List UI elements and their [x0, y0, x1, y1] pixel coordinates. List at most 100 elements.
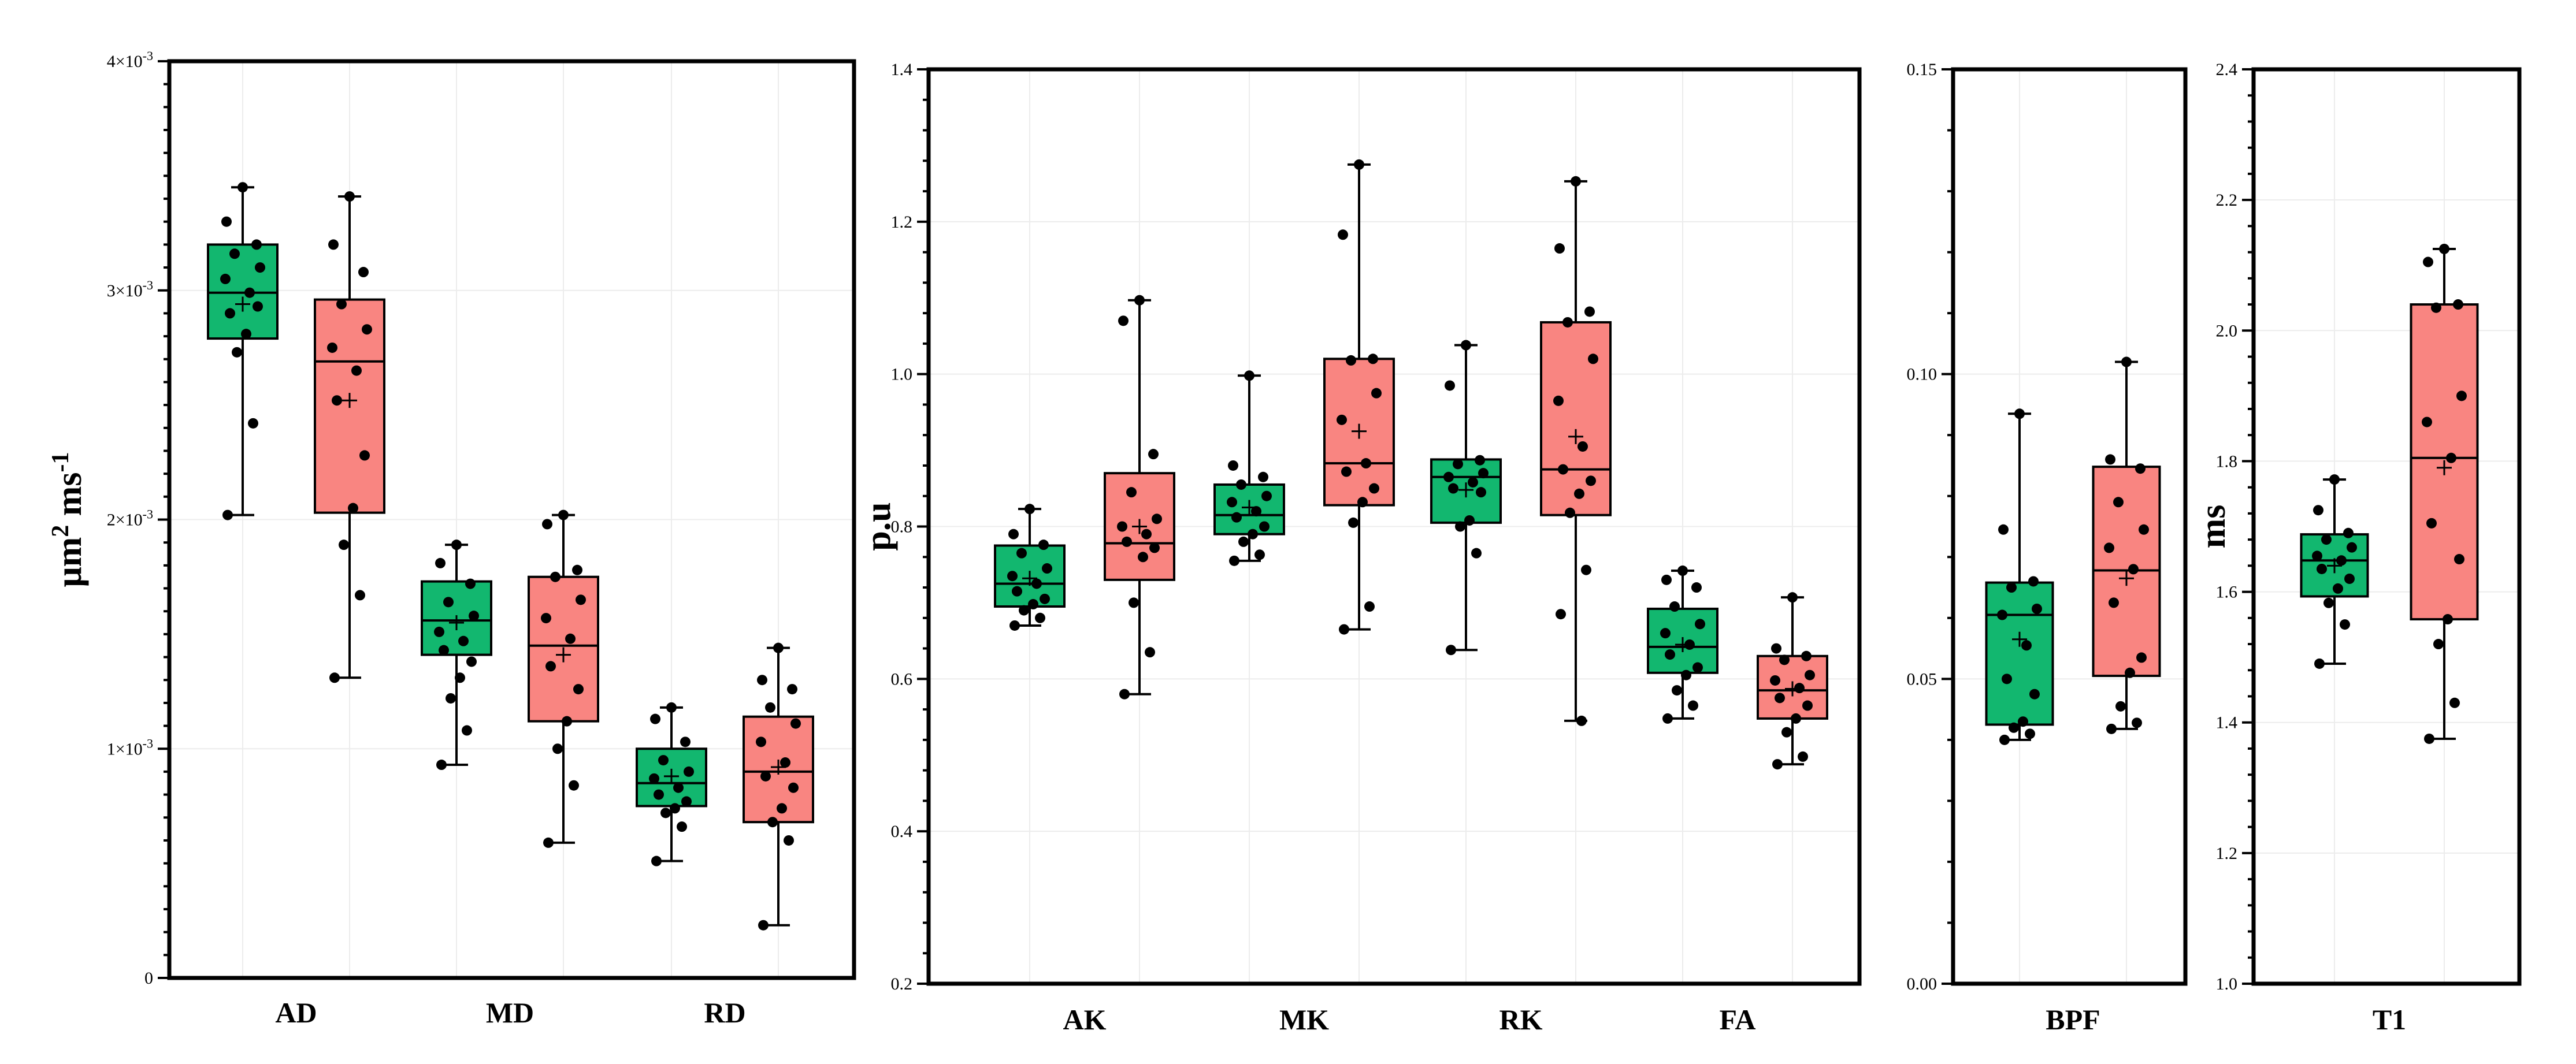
data-point	[1446, 645, 1456, 656]
y-tick-label: 0.2	[891, 974, 913, 994]
data-point	[649, 773, 659, 784]
data-point	[248, 418, 258, 429]
data-point	[562, 716, 572, 727]
data-point	[1038, 540, 1049, 550]
data-point	[1228, 460, 1238, 471]
data-point	[2113, 497, 2124, 508]
data-point	[1227, 497, 1237, 508]
box-bpf-group-2	[2092, 356, 2161, 734]
data-point	[757, 675, 767, 686]
data-point	[787, 684, 797, 695]
data-point	[1238, 536, 1249, 547]
box-fa-group-1	[1647, 566, 1718, 724]
data-point	[446, 693, 456, 704]
data-point	[1691, 582, 1702, 593]
y-tick-label: 1.6	[2216, 583, 2238, 602]
data-point	[1476, 487, 1486, 498]
data-point	[1997, 609, 2007, 620]
data-point	[221, 216, 232, 227]
data-point	[1475, 455, 1485, 466]
data-point	[2329, 474, 2340, 485]
data-point	[1231, 512, 1242, 523]
data-point	[1251, 506, 1261, 517]
data-point	[1019, 605, 1029, 616]
data-point	[2446, 452, 2456, 463]
data-point	[2125, 667, 2135, 678]
category-label: AK	[1063, 1003, 1107, 1036]
data-point	[1149, 542, 1160, 553]
box-md-group-1	[421, 540, 492, 771]
data-point	[542, 519, 552, 530]
data-point	[2317, 563, 2327, 574]
box-ad-group-2	[314, 191, 385, 683]
data-point	[2002, 674, 2012, 684]
data-point	[1660, 628, 1671, 639]
data-point	[1028, 599, 1038, 610]
data-point	[1141, 529, 1152, 540]
y-tick-label: 0.15	[1907, 60, 1937, 79]
data-point	[328, 239, 339, 250]
data-point	[1042, 563, 1052, 574]
y-tick-label: 1.8	[2216, 452, 2238, 471]
y-tick-label: 3×10-3	[107, 278, 153, 300]
data-point	[443, 597, 454, 608]
data-point	[1152, 514, 1162, 524]
data-point	[466, 656, 477, 667]
data-point	[1576, 715, 1587, 726]
data-point	[1007, 571, 1018, 582]
data-point	[1798, 751, 1808, 762]
data-point	[1779, 654, 1790, 665]
category-label: T1	[2373, 1003, 2406, 1036]
data-point	[1805, 669, 1815, 680]
data-point	[765, 702, 775, 713]
data-point	[1357, 497, 1368, 508]
data-point	[1669, 601, 1680, 612]
data-point	[222, 509, 233, 520]
data-point	[2343, 527, 2354, 538]
data-point	[1445, 380, 1455, 391]
data-point	[1453, 459, 1463, 470]
data-point	[1801, 650, 1812, 661]
data-point	[1248, 529, 1258, 540]
data-point	[673, 782, 684, 793]
data-point	[1348, 517, 1358, 528]
data-point	[558, 509, 569, 520]
data-point	[681, 796, 692, 807]
data-point	[344, 191, 355, 202]
data-point	[2132, 717, 2142, 728]
box-rd-group-2	[743, 642, 814, 931]
data-point	[355, 590, 365, 601]
data-point	[1471, 548, 1482, 559]
box-fa-group-2	[1757, 592, 1828, 770]
data-point	[1129, 597, 1139, 608]
data-point	[2456, 390, 2467, 401]
data-point	[2021, 640, 2032, 651]
data-point	[790, 718, 801, 729]
data-point	[1553, 395, 1564, 406]
data-point	[2314, 658, 2325, 669]
data-point	[2453, 299, 2463, 310]
data-point	[1361, 458, 1371, 469]
box-ad-group-1	[207, 182, 279, 520]
category-label: AD	[275, 996, 317, 1029]
data-point	[255, 262, 265, 273]
data-point	[1662, 713, 1673, 724]
data-point	[1009, 620, 1020, 631]
data-point	[1259, 521, 1270, 532]
data-point	[1261, 490, 1272, 501]
data-point	[1008, 529, 1019, 540]
data-point	[1368, 354, 1378, 364]
data-point	[2431, 302, 2441, 313]
plot-frame	[1951, 67, 2188, 986]
data-point	[2454, 554, 2464, 565]
iqr-box	[1985, 581, 2054, 726]
data-point	[1998, 524, 2009, 535]
data-point	[1588, 354, 1598, 364]
category-label: MK	[1279, 1003, 1329, 1036]
y-tick-label: 2×10-3	[107, 507, 153, 530]
y-tick-label: 2.4	[2216, 60, 2238, 79]
data-point	[684, 766, 694, 777]
box-rk-group-1	[1430, 340, 1502, 656]
data-point	[660, 808, 671, 819]
data-point	[1254, 549, 1265, 560]
